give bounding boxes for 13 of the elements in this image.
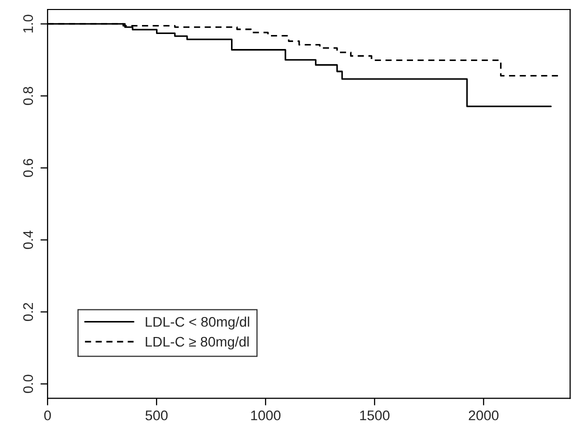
legend-label: LDL-C < 80mg/dl: [146, 316, 250, 330]
y-tick-label: 0.0: [23, 374, 34, 394]
x-tick-label: 500: [146, 410, 168, 420]
y-tick-label: 0.8: [23, 86, 34, 106]
legend-label: LDL-C ≥ 80mg/dl: [146, 336, 249, 350]
y-tick-label: 0.6: [23, 158, 34, 178]
y-tick-label: 0.4: [23, 230, 34, 250]
x-tick-label: 2000: [468, 410, 498, 420]
x-tick-label: 0: [44, 410, 51, 420]
y-tick-label: 1.0: [23, 14, 34, 32]
y-tick-label: 0.2: [23, 302, 34, 322]
x-tick-label: 1000: [251, 410, 280, 420]
x-tick-label: 1500: [360, 410, 390, 420]
